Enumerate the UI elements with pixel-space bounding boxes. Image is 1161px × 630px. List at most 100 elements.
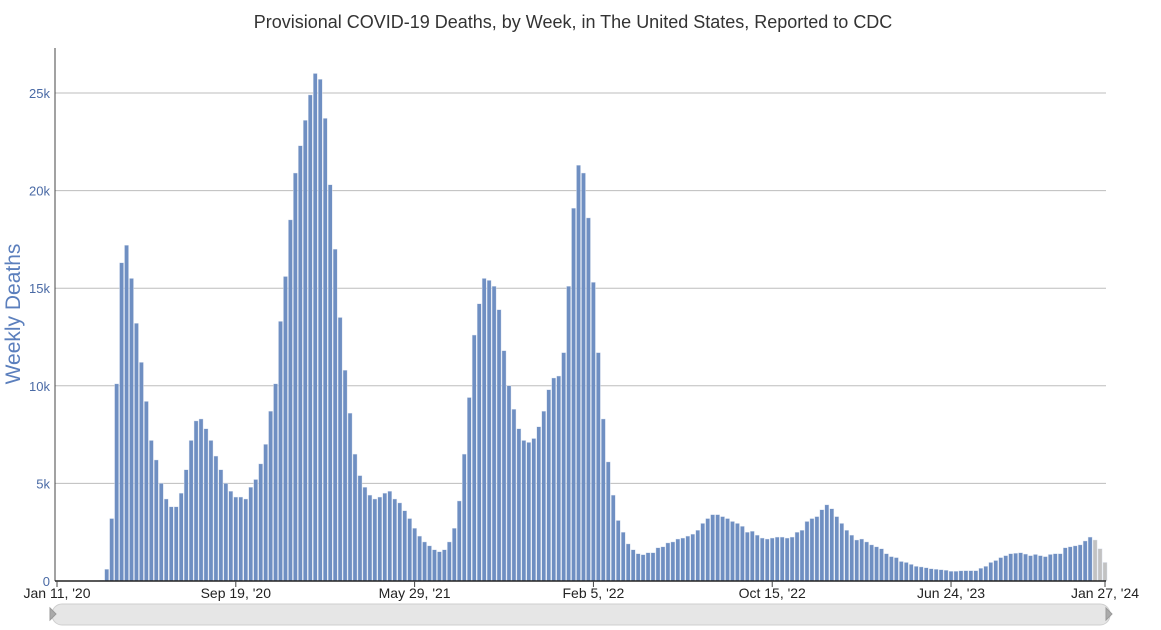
- bar: [690, 533, 695, 582]
- bar: [958, 570, 964, 582]
- bar: [725, 518, 730, 582]
- bar: [625, 543, 631, 582]
- bar: [213, 455, 219, 582]
- bar: [531, 438, 537, 582]
- bar: [680, 537, 686, 582]
- bar: [784, 537, 790, 582]
- bar: [740, 526, 745, 582]
- bar: [476, 303, 482, 582]
- bars: [94, 73, 1108, 582]
- bar: [1008, 553, 1013, 582]
- bar: [437, 551, 442, 582]
- bar: [139, 362, 144, 582]
- bar: [735, 523, 740, 582]
- bar: [313, 73, 318, 582]
- bar: [660, 546, 666, 582]
- bar: [914, 566, 919, 582]
- bar: [700, 523, 705, 582]
- left-handle-icon[interactable]: [49, 606, 57, 622]
- bar: [382, 492, 388, 582]
- bar: [635, 553, 641, 582]
- bar: [208, 440, 214, 582]
- bar: [1038, 555, 1043, 582]
- bar: [993, 560, 998, 582]
- bar: [159, 483, 164, 582]
- bar: [442, 549, 447, 582]
- right-handle-icon[interactable]: [1105, 606, 1113, 622]
- bar: [303, 120, 308, 582]
- bar: [347, 412, 353, 582]
- x-tick-label: Oct 15, '22: [739, 585, 806, 601]
- bar: [164, 498, 169, 582]
- bar: [943, 570, 949, 582]
- bar: [998, 557, 1003, 582]
- bar: [268, 410, 273, 582]
- bar: [973, 570, 979, 582]
- bar: [675, 538, 681, 582]
- bar: [491, 286, 497, 582]
- bar: [203, 428, 209, 582]
- bar: [1028, 555, 1033, 582]
- bar: [293, 172, 298, 582]
- bar: [352, 453, 358, 582]
- bar: [1082, 540, 1088, 582]
- bar: [253, 479, 258, 582]
- bar: [278, 321, 283, 582]
- bar: [670, 541, 676, 582]
- x-tick-label: May 29, '21: [379, 585, 451, 601]
- bar: [452, 528, 457, 582]
- bar: [173, 506, 179, 582]
- bar: [427, 545, 432, 582]
- bar: [258, 463, 263, 582]
- bar: [481, 278, 487, 582]
- bar: [1053, 553, 1058, 582]
- bar: [198, 418, 204, 582]
- bar: [933, 569, 939, 582]
- bar: [387, 491, 393, 582]
- bar: [367, 494, 373, 582]
- bar: [412, 528, 417, 582]
- bar: [745, 532, 750, 582]
- bar: [884, 553, 889, 582]
- bar: [963, 570, 969, 582]
- bar: [1087, 536, 1093, 582]
- range-scrollbar[interactable]: [49, 603, 1113, 626]
- x-tick-label: Jan 11, '20: [23, 585, 90, 601]
- bar: [765, 538, 770, 582]
- bar: [1063, 547, 1068, 582]
- bar: [596, 352, 601, 582]
- bar: [462, 453, 467, 582]
- bar: [357, 475, 363, 582]
- bar: [511, 409, 517, 582]
- bar: [263, 444, 268, 582]
- bar: [705, 518, 710, 582]
- bar: [1023, 553, 1028, 582]
- bar: [526, 442, 532, 582]
- y-tick-label: 10k: [29, 379, 50, 394]
- bar: [889, 556, 894, 582]
- bar: [829, 508, 835, 582]
- bar: [968, 570, 974, 582]
- bar: [1097, 548, 1103, 582]
- bar: [938, 569, 944, 582]
- bar: [149, 440, 154, 582]
- bar: [630, 549, 636, 582]
- bar: [402, 510, 407, 582]
- scrollbar-track[interactable]: [51, 603, 1111, 626]
- bar: [819, 509, 825, 582]
- bar: [586, 217, 591, 582]
- bar: [1033, 554, 1038, 582]
- bar: [283, 276, 288, 582]
- bar: [109, 518, 114, 582]
- bar: [750, 531, 755, 582]
- bar: [144, 401, 149, 582]
- bar: [1043, 556, 1048, 582]
- bar: [978, 568, 984, 582]
- bar: [839, 523, 844, 582]
- bar: [1067, 546, 1073, 582]
- bar: [645, 552, 651, 582]
- bar: [760, 537, 765, 582]
- bar: [218, 469, 224, 582]
- bar: [322, 118, 328, 582]
- bar: [273, 383, 278, 582]
